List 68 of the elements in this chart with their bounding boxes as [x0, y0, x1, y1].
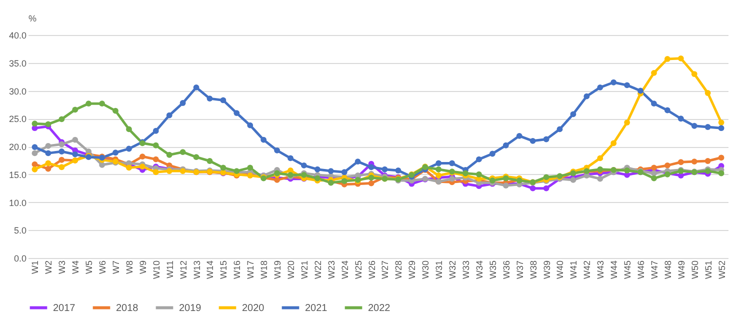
x-tick-label: W21 [299, 260, 310, 280]
y-tick-label: 5.0 [14, 226, 26, 236]
y-tick-label: 40.0 [8, 30, 26, 40]
x-tick-label: W2 [44, 260, 54, 274]
x-tick-label: W44 [609, 260, 620, 280]
x-tick-label: W5 [84, 260, 94, 274]
x-tick-label: W49 [676, 260, 686, 280]
x-tick-label: W29 [407, 260, 418, 280]
x-tick-label: W9 [138, 260, 148, 274]
legend-label: 2018 [116, 302, 139, 314]
x-tick-label: W31 [434, 260, 444, 280]
x-tick-label: W8 [124, 260, 134, 274]
x-tick-label: W15 [218, 260, 229, 280]
x-tick-label: W20 [286, 260, 296, 280]
y-tick-label: 35.0 [8, 58, 26, 68]
x-tick-label: W19 [272, 260, 283, 280]
y-tick-label: 20.0 [8, 142, 26, 152]
legend-label: 2020 [242, 302, 265, 314]
y-tick-label: 10.0 [8, 198, 26, 208]
x-tick-label: W12 [178, 260, 188, 280]
legend-label: 2019 [179, 302, 202, 314]
x-tick-label: W36 [501, 260, 512, 280]
x-tick-label: W51 [703, 260, 714, 280]
x-tick-label: W25 [353, 260, 364, 280]
x-tick-label: W41 [568, 260, 579, 280]
x-tick-label: W50 [690, 260, 700, 280]
x-tick-label: W43 [596, 260, 606, 280]
legend-label: 2017 [53, 302, 76, 314]
x-tick-label: W18 [259, 260, 270, 280]
x-tick-label: W6 [98, 260, 108, 274]
x-tick-label: W13 [192, 260, 202, 280]
y-tick-label: 15.0 [8, 170, 26, 180]
y-axis-title: % [28, 14, 37, 24]
y-tick-label: 25.0 [8, 114, 26, 124]
x-tick-label: W30 [420, 260, 431, 280]
x-tick-label: W37 [514, 260, 525, 280]
x-tick-label: W7 [111, 260, 121, 274]
x-tick-label: W52 [716, 260, 727, 280]
legend-label: 2021 [305, 302, 328, 314]
x-tick-label: W1 [30, 260, 40, 274]
x-tick-label: W32 [448, 260, 458, 280]
x-tick-label: W34 [474, 260, 484, 280]
x-tick-label: W35 [488, 260, 498, 280]
x-tick-label: W10 [151, 260, 162, 280]
x-tick-label: W27 [380, 260, 390, 280]
x-tick-label: W14 [205, 260, 216, 280]
x-tick-label: W42 [582, 260, 592, 280]
x-tick-label: W28 [394, 260, 404, 280]
x-tick-label: W23 [326, 260, 336, 280]
x-tick-label: W17 [246, 260, 256, 280]
x-tick-label: W47 [649, 260, 660, 280]
x-tick-label: W4 [70, 260, 81, 274]
x-tick-label: W45 [622, 260, 633, 280]
x-tick-label: W11 [164, 260, 175, 278]
x-tick-label: W46 [636, 260, 646, 280]
x-tick-label: W38 [528, 260, 538, 280]
x-tick-label: W48 [662, 260, 673, 280]
x-tick-label: W22 [312, 260, 323, 280]
x-tick-label: W40 [555, 260, 566, 280]
x-tick-label: W3 [57, 260, 68, 274]
y-tick-label: 30.0 [8, 86, 26, 96]
x-tick-label: W16 [232, 260, 242, 280]
x-tick-label: W26 [366, 260, 377, 280]
x-tick-label: W33 [461, 260, 471, 280]
x-tick-label: W24 [340, 260, 350, 280]
x-tick-label: W39 [542, 260, 552, 280]
legend-label: 2022 [368, 302, 391, 314]
y-tick-label: 0.0 [14, 254, 26, 264]
